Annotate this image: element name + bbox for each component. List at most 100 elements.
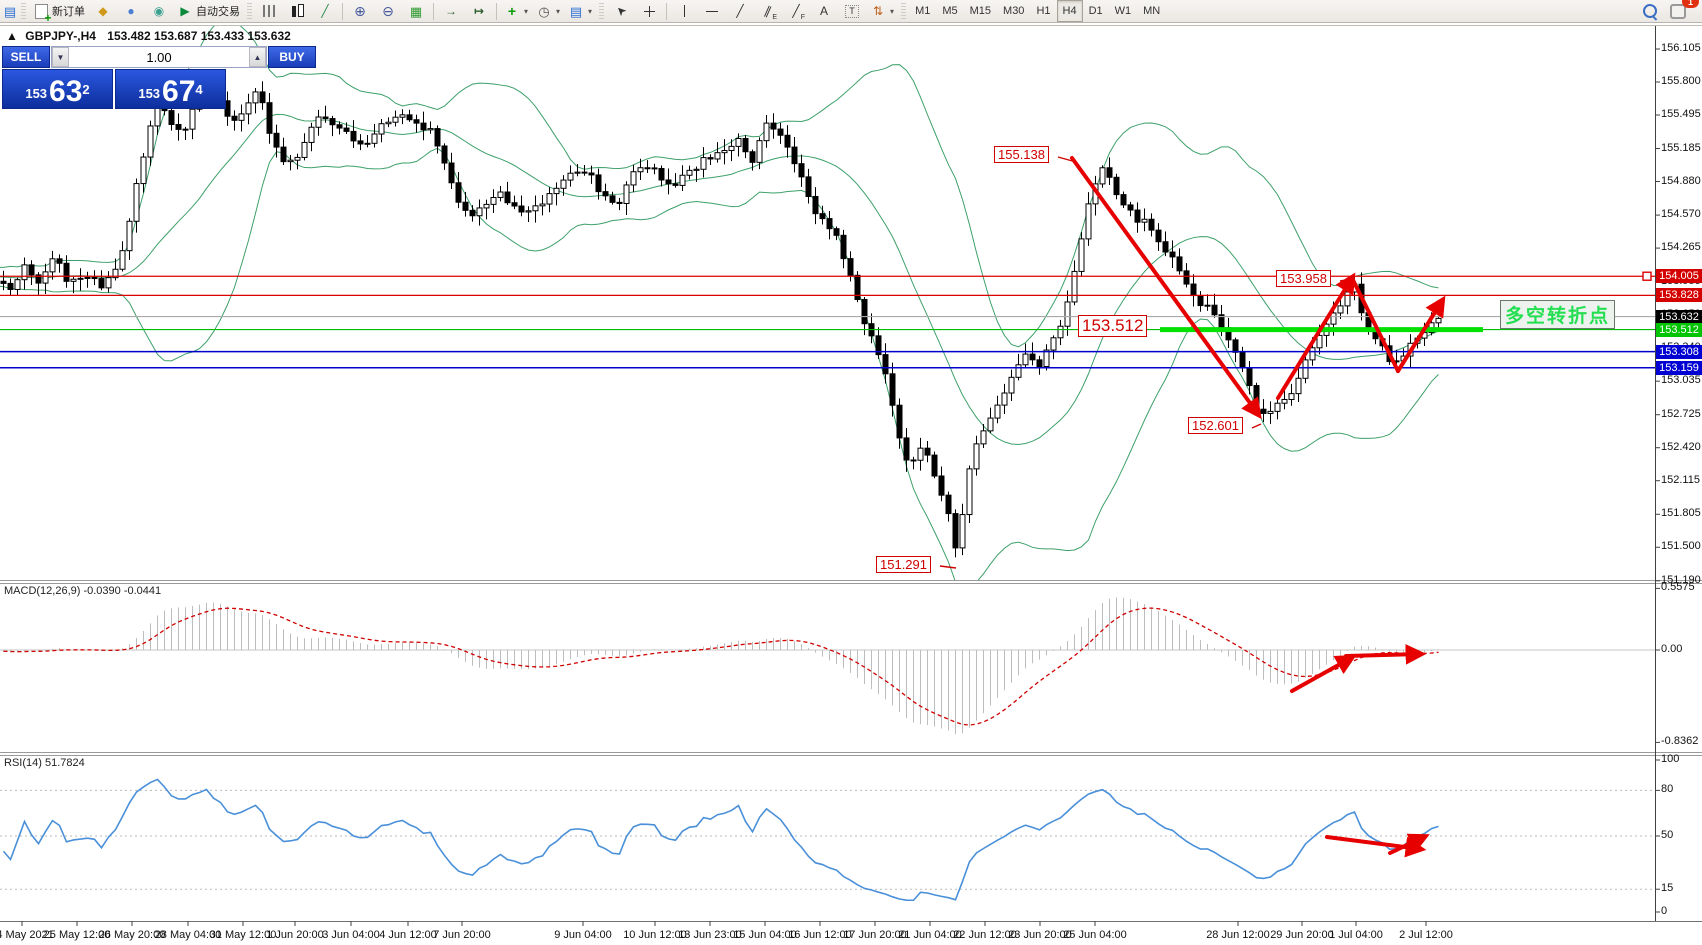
axis-price-badge: 153.159 — [1656, 360, 1702, 375]
axis-price-badge: 153.308 — [1656, 344, 1702, 359]
timeframe-button-D1[interactable]: D1 — [1088, 5, 1103, 17]
x-tick-label: 22 Jun 12:00 — [953, 929, 1017, 941]
bar-chart-icon — [262, 5, 276, 17]
zoom-out-button[interactable] — [374, 0, 402, 22]
macd-tick-label: -0.8362 — [1661, 735, 1699, 748]
auto-scroll-icon — [443, 3, 459, 19]
tile-windows-button[interactable] — [402, 0, 430, 22]
templates-icon — [568, 3, 584, 19]
profiles-button[interactable] — [117, 0, 145, 22]
axis-price-badge: 154.005 — [1656, 269, 1702, 284]
macd-label: MACD(12,26,9) -0.0390 -0.0441 — [4, 585, 162, 597]
candlestick-chart-button[interactable] — [283, 0, 311, 22]
periods-button[interactable]: ▾ — [532, 0, 564, 22]
price-annotation[interactable]: 151.291 — [876, 556, 931, 573]
y-tick-label: 152.115 — [1661, 473, 1700, 486]
autotrade-button[interactable]: 自动交易 — [173, 0, 244, 22]
y-tick-label: 154.880 — [1661, 174, 1701, 187]
buy-price-button[interactable]: 153 67 4 — [115, 69, 226, 109]
crosshair-button[interactable] — [635, 0, 663, 22]
candlestick-icon — [291, 3, 304, 17]
buy-price-main: 67 — [162, 75, 196, 108]
notifications-button[interactable]: 1 — [1664, 0, 1699, 22]
timeframe-button-M1[interactable]: M1 — [915, 5, 931, 17]
metaeditor-icon — [95, 3, 111, 19]
y-tick-label: 155.185 — [1661, 141, 1701, 154]
volume-increase-button[interactable]: ▲ — [249, 47, 266, 67]
sell-button[interactable]: SELL — [2, 46, 50, 68]
indicators-button[interactable]: ▾ — [500, 0, 532, 22]
chart-shift-button[interactable] — [465, 0, 493, 22]
x-tick-label: 16 Jun 12:00 — [788, 929, 852, 941]
x-tick-label: 31 May 12:00 — [209, 929, 277, 941]
x-tick-label: 25 May 12:00 — [43, 929, 111, 941]
horizontal-line-button[interactable] — [698, 0, 726, 22]
chat-icon — [1670, 3, 1686, 19]
new-order-icon — [34, 3, 52, 24]
vertical-line-icon — [683, 5, 685, 17]
timeframe-button-M5[interactable]: M5 — [942, 5, 958, 17]
price-annotation[interactable]: 155.138 — [994, 146, 1049, 163]
axis-price-badge: 153.828 — [1656, 288, 1702, 303]
zoom-in-button[interactable] — [346, 0, 374, 22]
fibonacci-button[interactable] — [782, 0, 810, 22]
sell-price-button[interactable]: 153 63 2 — [2, 69, 113, 109]
timeframe-button-W1[interactable]: W1 — [1114, 5, 1132, 17]
templates-button[interactable]: ▾ — [564, 0, 596, 22]
volume-input[interactable] — [69, 47, 249, 67]
timeframe-toolbar: M1 M5 M15 M30 H1 H4 D1 W1 MN — [909, 0, 1166, 22]
timeframe-button-MN[interactable]: MN — [1143, 5, 1161, 17]
volume-stepper: ▼ ▲ — [51, 46, 267, 68]
main-toolbar: 新订单 自动交易 ▾ ▾ ▾ ▾ — [0, 0, 1702, 24]
price-annotation[interactable]: 152.601 — [1188, 417, 1243, 434]
y-tick-label: 156.105 — [1661, 42, 1701, 54]
zoom-in-icon — [352, 3, 368, 19]
buy-price-pip: 4 — [195, 82, 203, 98]
channel-button[interactable] — [754, 0, 782, 22]
price-annotation[interactable]: 153.512 — [1078, 315, 1148, 337]
metaeditor-button[interactable] — [89, 0, 117, 22]
ohlc-values: 153.482 153.687 153.433 153.632 — [107, 29, 291, 43]
arrows-icon — [870, 3, 886, 19]
cursor-button[interactable] — [607, 0, 635, 22]
y-tick-label: 152.725 — [1661, 407, 1701, 420]
x-tick-label: 23 Jun 20:00 — [1008, 929, 1072, 941]
arrows-button[interactable]: ▾ — [866, 0, 898, 22]
bar-chart-button[interactable] — [255, 0, 283, 22]
axis-price-badge: 153.512 — [1656, 322, 1702, 337]
axis-price-badge: 153.632 — [1656, 309, 1702, 324]
timeframe-button-M15[interactable]: M15 — [969, 5, 992, 17]
price-annotation[interactable]: 153.958 — [1276, 270, 1331, 287]
timeframe-button-H1[interactable]: H1 — [1036, 5, 1051, 17]
profiles-icon — [123, 3, 139, 19]
x-tick-label: 13 Jun 23:00 — [678, 929, 742, 941]
x-tick-label: 7 Jun 20:00 — [433, 929, 491, 941]
periods-icon — [536, 3, 552, 19]
turning-point-note[interactable]: 多空转折点 — [1500, 300, 1616, 329]
channel-icon — [760, 3, 777, 21]
text-button[interactable] — [810, 0, 838, 22]
rsi-tick-label: 50 — [1661, 829, 1674, 841]
volume-decrease-button[interactable]: ▼ — [52, 47, 69, 67]
vertical-line-button[interactable] — [670, 0, 698, 22]
text-label-button[interactable] — [838, 0, 866, 22]
line-chart-button[interactable] — [311, 0, 339, 22]
x-tick-label: 4 Jun 12:00 — [379, 929, 437, 941]
timeframe-button-H4[interactable]: H4 — [1056, 0, 1083, 22]
signals-icon — [151, 3, 167, 19]
search-button[interactable] — [1636, 0, 1664, 22]
buy-button[interactable]: BUY — [268, 46, 316, 68]
trendline-button[interactable] — [726, 0, 754, 22]
auto-scroll-button[interactable] — [437, 0, 465, 22]
new-order-button[interactable]: 新订单 — [29, 0, 89, 24]
chart-window-icon — [2, 3, 18, 19]
signals-button[interactable] — [145, 0, 173, 22]
timeframe-button-M30[interactable]: M30 — [1003, 5, 1025, 17]
sell-price-main: 63 — [49, 75, 83, 108]
y-tick-label: 151.805 — [1661, 507, 1701, 520]
zoom-out-icon — [380, 3, 396, 19]
y-tick-label: 154.265 — [1661, 241, 1701, 254]
y-tick-label: 151.190 — [1661, 573, 1701, 586]
